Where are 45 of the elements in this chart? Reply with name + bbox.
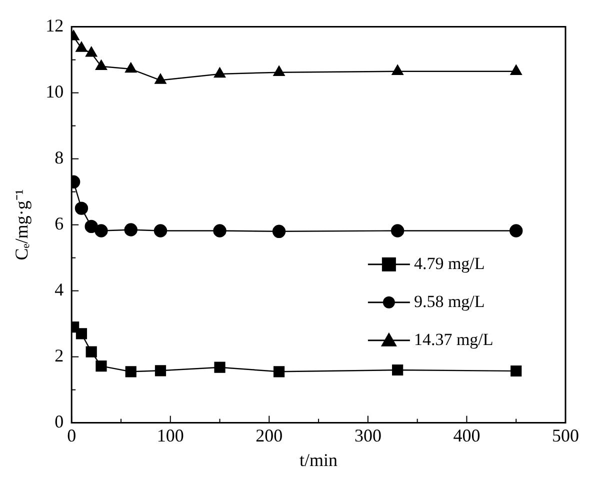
y-tick-label: 12: [46, 16, 64, 36]
legend-label: 14.37 mg/L: [414, 330, 494, 349]
point: [74, 202, 88, 215]
x-tick-label: 200: [256, 425, 283, 446]
y-tick-label: 6: [54, 214, 64, 234]
x-tick-label: 0: [67, 425, 76, 446]
legend-label: 4.79 mg/L: [414, 254, 485, 273]
point: [390, 224, 404, 238]
point: [125, 62, 137, 73]
point: [214, 67, 226, 78]
point: [272, 224, 286, 238]
y-tick-label: 0: [54, 412, 64, 432]
y-tick-label: 10: [46, 82, 64, 102]
point: [76, 42, 88, 52]
x-axis-title: t/min: [300, 450, 338, 470]
point: [96, 360, 107, 372]
point: [94, 224, 108, 238]
point: [95, 60, 108, 70]
point: [392, 64, 404, 75]
y-tick-label: 2: [54, 346, 64, 366]
point: [214, 362, 226, 373]
point: [510, 224, 523, 238]
point: [392, 364, 404, 376]
x-tick-label: 500: [552, 425, 579, 446]
point: [273, 366, 285, 378]
point: [510, 365, 522, 377]
point: [86, 46, 98, 57]
point: [154, 224, 168, 238]
point: [154, 74, 166, 84]
x-tick-label: 100: [156, 425, 184, 446]
point: [510, 64, 522, 75]
point: [273, 66, 285, 76]
point: [154, 365, 166, 376]
y-tick-label: 8: [54, 148, 64, 168]
point: [124, 223, 138, 236]
point: [84, 220, 98, 234]
x-tick-label: 300: [354, 425, 382, 446]
point: [86, 346, 97, 358]
y-tick-label: 4: [54, 280, 64, 300]
point: [213, 224, 226, 238]
point: [76, 328, 88, 340]
point: [125, 366, 136, 378]
legend-label: 9.58 mg/L: [414, 292, 485, 311]
x-tick-label: 400: [453, 425, 480, 446]
y-axis-title: Cₑ/mg·g⁻¹: [12, 189, 32, 260]
